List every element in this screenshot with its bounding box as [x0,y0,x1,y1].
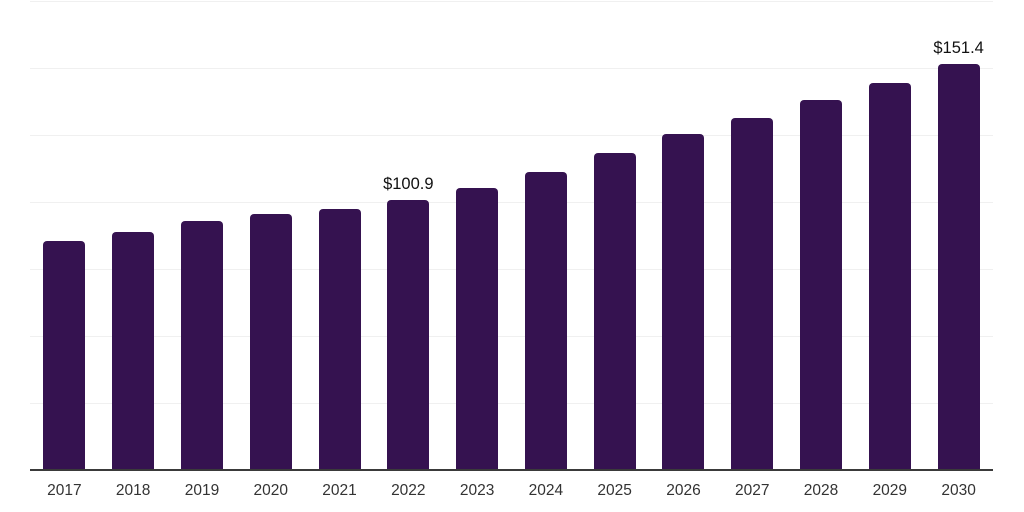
bar-2030 [937,64,980,470]
gridline [30,402,993,404]
x-tick-label-2021: 2021 [322,482,357,499]
bar-2019 [180,220,223,470]
bar-2021 [318,208,361,470]
x-axis-line [30,469,993,471]
x-tick-label-2024: 2024 [528,482,564,499]
bar-2028 [800,99,843,470]
x-tick-label-2026: 2026 [666,482,701,499]
bar-2027 [731,118,774,470]
bar-2026 [662,133,705,470]
bar-2017 [43,241,86,470]
x-tick-label-2022: 2022 [391,482,426,499]
bar-2022 [387,199,430,470]
bar-2020 [249,214,292,470]
x-tick-label-2027: 2027 [734,482,770,499]
gridline [30,201,993,203]
x-tick-label-2019: 2019 [184,482,220,499]
x-tick-label-2028: 2028 [803,482,839,499]
x-tick-label-2029: 2029 [872,482,908,499]
gridline [30,67,993,69]
bar-value-label-2030: $151.4 [933,39,984,58]
x-tick-label-2020: 2020 [253,482,288,499]
bar-2018 [112,232,155,470]
bar-2023 [456,188,499,470]
gridline [30,268,993,270]
gridline [30,335,993,337]
x-tick-label-2017: 2017 [47,482,82,499]
x-tick-label-2030: 2030 [941,482,976,499]
bar-2025 [593,152,636,470]
bar-2029 [868,82,911,470]
gridline [30,134,993,136]
bar-value-label-2022: $100.9 [383,174,434,193]
x-tick-label-2025: 2025 [597,482,632,499]
x-tick-label-2023: 2023 [459,482,495,499]
gridline [30,0,993,2]
bar-2024 [524,171,567,470]
x-tick-label-2018: 2018 [115,482,151,499]
